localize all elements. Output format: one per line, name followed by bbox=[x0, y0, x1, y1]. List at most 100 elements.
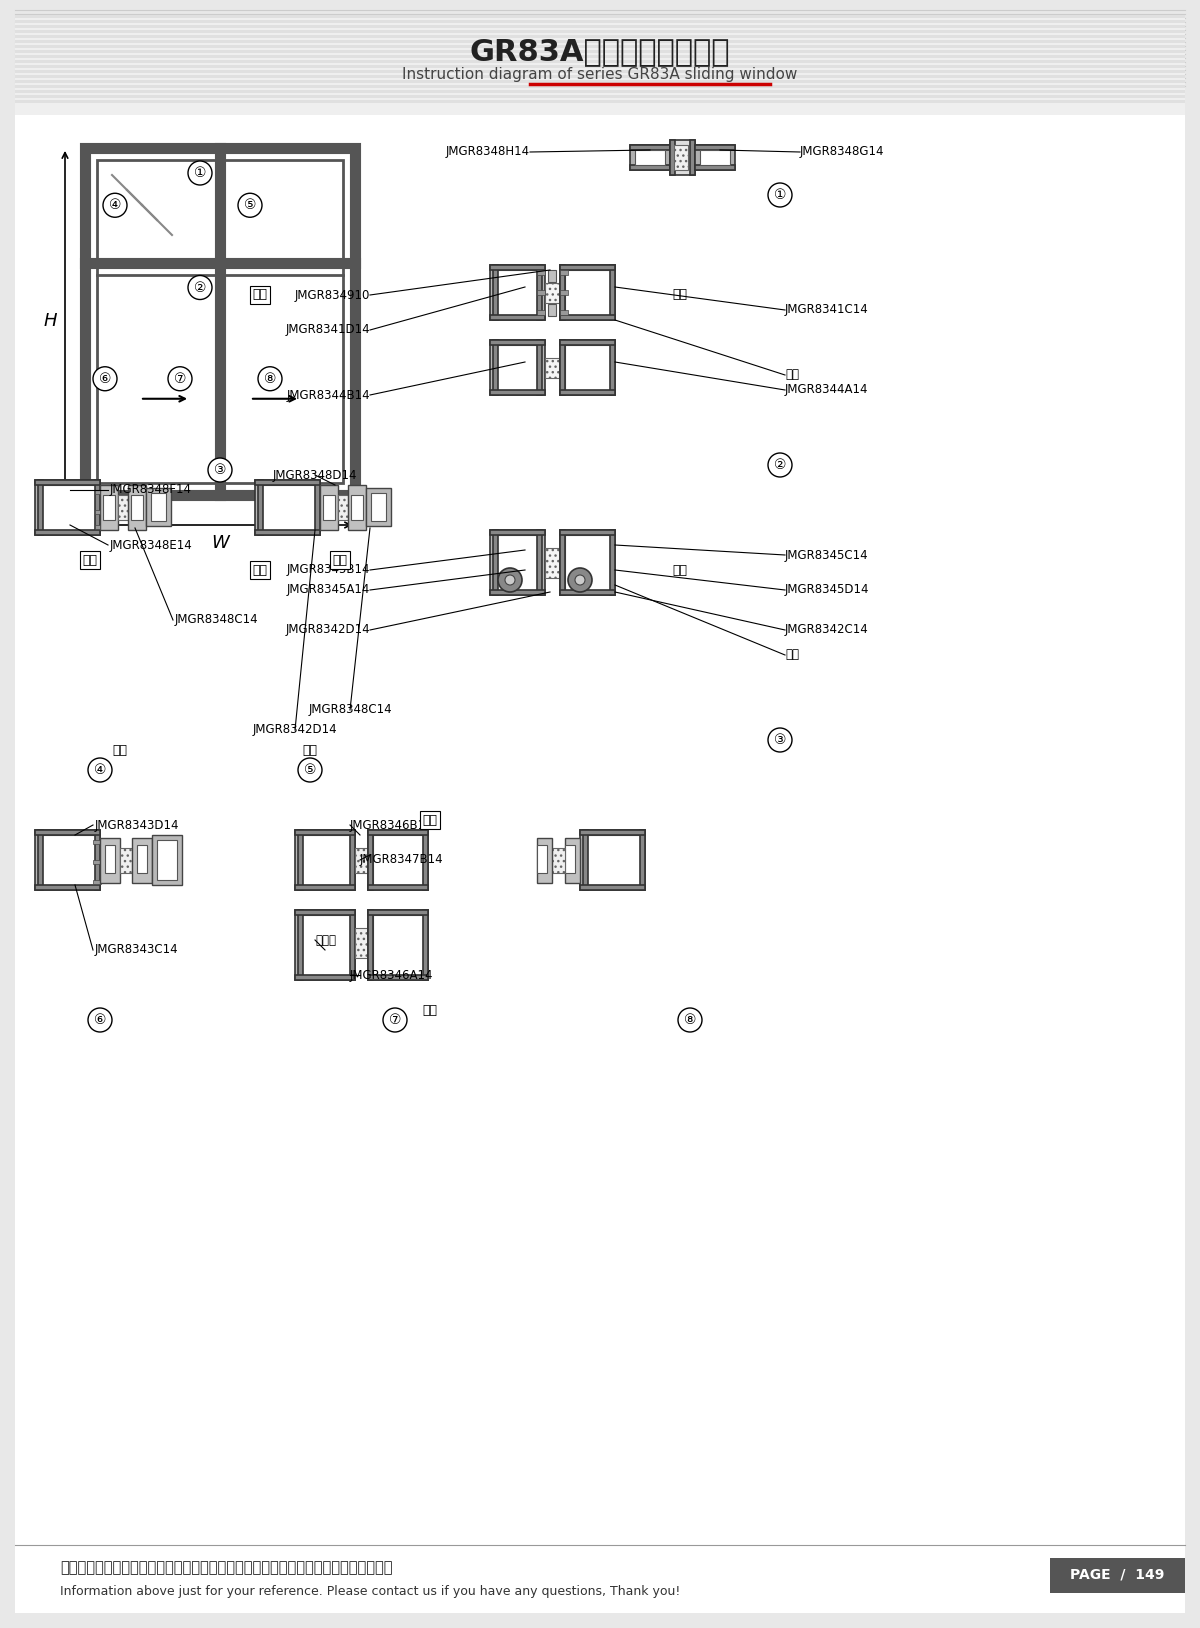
Text: JMGR8348E14: JMGR8348E14 bbox=[110, 539, 193, 552]
Bar bbox=[490, 531, 545, 594]
Bar bbox=[560, 531, 565, 594]
Bar bbox=[35, 531, 100, 536]
Bar bbox=[100, 485, 118, 531]
Bar bbox=[151, 493, 166, 521]
Bar bbox=[610, 265, 616, 321]
Text: PAGE  /  149: PAGE / 149 bbox=[1070, 1568, 1164, 1582]
Bar bbox=[95, 490, 100, 493]
Bar bbox=[118, 495, 128, 519]
Bar bbox=[14, 65, 1186, 67]
Bar bbox=[424, 910, 428, 980]
Bar bbox=[14, 60, 1186, 62]
Text: ①: ① bbox=[774, 187, 786, 202]
Text: H: H bbox=[43, 313, 56, 330]
Text: 室内: 室内 bbox=[252, 563, 268, 576]
Circle shape bbox=[103, 194, 127, 217]
Bar bbox=[85, 148, 355, 495]
Text: GR83A系列推拉窗结构图: GR83A系列推拉窗结构图 bbox=[469, 37, 731, 67]
Bar bbox=[40, 485, 95, 531]
Text: JMGR8346A14: JMGR8346A14 bbox=[350, 969, 433, 982]
Bar bbox=[94, 840, 101, 843]
Bar bbox=[538, 290, 545, 295]
Bar bbox=[630, 164, 670, 169]
Bar bbox=[94, 860, 101, 864]
Circle shape bbox=[208, 457, 232, 482]
Bar bbox=[560, 290, 568, 295]
Bar bbox=[298, 910, 302, 980]
Bar bbox=[368, 830, 428, 835]
Text: 室内: 室内 bbox=[252, 288, 268, 301]
Bar bbox=[373, 835, 424, 886]
Text: ③: ③ bbox=[214, 462, 227, 477]
Text: ⑤: ⑤ bbox=[304, 764, 317, 777]
Text: 室内: 室内 bbox=[422, 814, 438, 827]
Circle shape bbox=[258, 366, 282, 391]
Bar bbox=[157, 840, 178, 881]
Bar bbox=[368, 830, 428, 891]
Bar bbox=[538, 845, 547, 873]
Circle shape bbox=[94, 366, 118, 391]
Bar bbox=[560, 265, 565, 321]
Text: 毛条: 毛条 bbox=[785, 368, 799, 381]
Bar bbox=[565, 838, 580, 882]
Bar bbox=[368, 910, 428, 915]
Text: JMGR8344A14: JMGR8344A14 bbox=[785, 384, 869, 397]
Text: JMGR8348H14: JMGR8348H14 bbox=[446, 145, 530, 158]
Bar bbox=[320, 485, 338, 531]
Bar bbox=[14, 75, 1186, 78]
Bar bbox=[14, 50, 1186, 52]
Bar bbox=[35, 830, 100, 891]
Bar bbox=[128, 485, 146, 531]
Bar bbox=[560, 265, 616, 321]
Circle shape bbox=[188, 161, 212, 186]
Bar bbox=[97, 160, 343, 484]
Circle shape bbox=[678, 1008, 702, 1032]
Text: JMGR8343C14: JMGR8343C14 bbox=[95, 944, 179, 957]
Bar bbox=[35, 480, 100, 536]
Text: JMGR8345D14: JMGR8345D14 bbox=[785, 583, 870, 596]
Bar bbox=[95, 524, 100, 529]
Bar bbox=[560, 340, 616, 345]
Bar bbox=[256, 531, 320, 536]
Bar bbox=[490, 340, 545, 345]
Circle shape bbox=[498, 568, 522, 593]
Bar bbox=[256, 480, 320, 536]
Bar bbox=[366, 488, 391, 526]
Text: ⑥: ⑥ bbox=[98, 371, 112, 386]
Circle shape bbox=[768, 728, 792, 752]
Bar bbox=[493, 265, 498, 321]
Text: JMGR8348F14: JMGR8348F14 bbox=[110, 484, 192, 497]
Bar bbox=[538, 309, 545, 314]
Bar bbox=[95, 830, 100, 891]
Bar bbox=[95, 480, 100, 536]
Text: ④: ④ bbox=[94, 764, 107, 777]
Bar bbox=[314, 480, 320, 536]
Text: JMGR8348C14: JMGR8348C14 bbox=[308, 703, 392, 716]
Bar bbox=[552, 848, 565, 873]
Bar bbox=[14, 20, 1186, 23]
Bar bbox=[493, 340, 498, 396]
Circle shape bbox=[188, 275, 212, 300]
Bar bbox=[493, 531, 498, 594]
Bar bbox=[14, 24, 1186, 28]
Text: ⑧: ⑧ bbox=[684, 1013, 696, 1027]
Bar bbox=[548, 304, 556, 316]
Bar bbox=[368, 975, 428, 980]
Bar bbox=[298, 830, 302, 891]
Text: JMGR8345B14: JMGR8345B14 bbox=[287, 563, 370, 576]
Circle shape bbox=[768, 453, 792, 477]
Bar bbox=[368, 830, 373, 891]
Bar bbox=[14, 90, 1186, 93]
Bar bbox=[580, 830, 646, 835]
Bar bbox=[490, 340, 545, 396]
Bar bbox=[496, 345, 540, 391]
Bar bbox=[146, 488, 172, 526]
Bar bbox=[371, 493, 386, 521]
Bar bbox=[94, 881, 101, 884]
Bar bbox=[640, 830, 646, 891]
Bar bbox=[38, 480, 43, 536]
Bar bbox=[14, 29, 1186, 33]
Bar bbox=[565, 845, 575, 873]
Bar bbox=[350, 910, 355, 980]
Bar bbox=[373, 915, 424, 975]
